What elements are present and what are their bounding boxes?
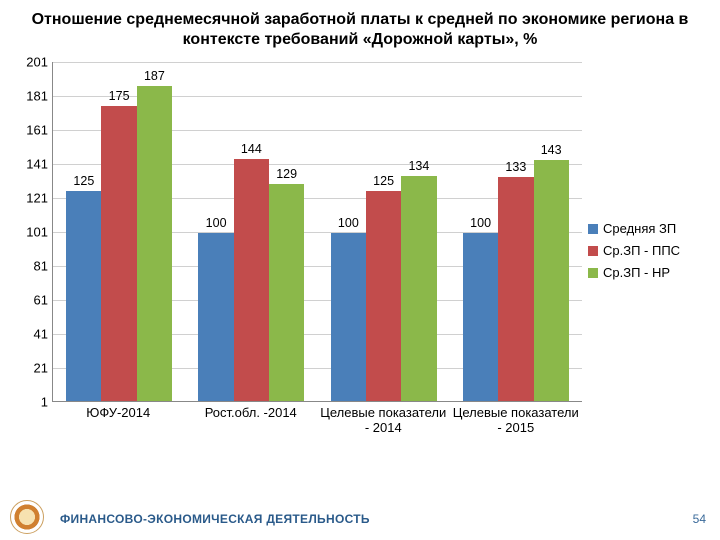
legend-swatch xyxy=(588,268,598,278)
bar-value-label: 134 xyxy=(408,159,429,173)
y-tick-label: 161 xyxy=(16,123,48,138)
bar: 125 xyxy=(66,191,101,401)
bar-value-label: 144 xyxy=(241,142,262,156)
page-number: 54 xyxy=(693,512,706,526)
x-category-label: Целевые показатели - 2014 xyxy=(317,406,450,436)
bar-value-label: 100 xyxy=(470,216,491,230)
bar-value-label: 100 xyxy=(206,216,227,230)
logo-icon xyxy=(10,500,44,534)
bar-group: 100144129 xyxy=(185,62,317,401)
bar-value-label: 133 xyxy=(505,160,526,174)
x-category-label: Рост.обл. -2014 xyxy=(185,406,318,421)
y-tick-label: 61 xyxy=(16,293,48,308)
bar: 175 xyxy=(101,106,136,401)
plot-area: 125175187100144129100125134100133143 xyxy=(52,62,582,402)
legend-item: Ср.ЗП - ППС xyxy=(588,243,680,258)
y-tick-label: 181 xyxy=(16,89,48,104)
chart-container: 125175187100144129100125134100133143 121… xyxy=(12,62,704,472)
x-category-label: Целевые показатели - 2015 xyxy=(450,406,583,436)
y-tick-label: 201 xyxy=(16,55,48,70)
legend-item: Ср.ЗП - НР xyxy=(588,265,680,280)
bar: 100 xyxy=(198,233,233,401)
bar: 125 xyxy=(366,191,401,401)
bar-value-label: 125 xyxy=(373,174,394,188)
legend-swatch xyxy=(588,224,598,234)
bars: 100133143 xyxy=(463,62,569,401)
bar-group: 100125134 xyxy=(318,62,450,401)
plot: 125175187100144129100125134100133143 121… xyxy=(16,62,586,432)
y-tick-label: 41 xyxy=(16,327,48,342)
footer-section: ФИНАНСОВО-ЭКОНОМИЧЕСКАЯ ДЕЯТЕЛЬНОСТЬ xyxy=(60,512,370,526)
y-tick-label: 1 xyxy=(16,395,48,410)
bars: 125175187 xyxy=(66,62,172,401)
bar-value-label: 187 xyxy=(144,69,165,83)
bar-value-label: 129 xyxy=(276,167,297,181)
legend-label: Ср.ЗП - ППС xyxy=(603,243,680,258)
legend-swatch xyxy=(588,246,598,256)
bar-value-label: 143 xyxy=(541,143,562,157)
legend-item: Средняя ЗП xyxy=(588,221,680,236)
bar-value-label: 125 xyxy=(73,174,94,188)
bar: 187 xyxy=(137,86,172,401)
y-tick-label: 101 xyxy=(16,225,48,240)
bars: 100125134 xyxy=(331,62,437,401)
chart-title: Отношение среднемесячной заработной плат… xyxy=(0,0,720,58)
y-tick-label: 141 xyxy=(16,157,48,172)
bar: 100 xyxy=(463,233,498,401)
legend: Средняя ЗП Ср.ЗП - ППС Ср.ЗП - НР xyxy=(588,214,680,287)
bar-group: 125175187 xyxy=(53,62,185,401)
bar: 133 xyxy=(498,177,533,401)
bar: 144 xyxy=(234,159,269,401)
bars: 100144129 xyxy=(198,62,304,401)
bar: 129 xyxy=(269,184,304,401)
bar-value-label: 175 xyxy=(109,89,130,103)
x-category-label: ЮФУ-2014 xyxy=(52,406,185,421)
legend-label: Средняя ЗП xyxy=(603,221,676,236)
footer: ФИНАНСОВО-ЭКОНОМИЧЕСКАЯ ДЕЯТЕЛЬНОСТЬ 54 xyxy=(0,506,720,540)
legend-label: Ср.ЗП - НР xyxy=(603,265,670,280)
bar-group: 100133143 xyxy=(450,62,582,401)
y-tick-label: 121 xyxy=(16,191,48,206)
y-tick-label: 21 xyxy=(16,361,48,376)
bar-value-label: 100 xyxy=(338,216,359,230)
bar: 143 xyxy=(534,160,569,401)
y-tick-label: 81 xyxy=(16,259,48,274)
bar: 100 xyxy=(331,233,366,401)
bar: 134 xyxy=(401,176,436,401)
